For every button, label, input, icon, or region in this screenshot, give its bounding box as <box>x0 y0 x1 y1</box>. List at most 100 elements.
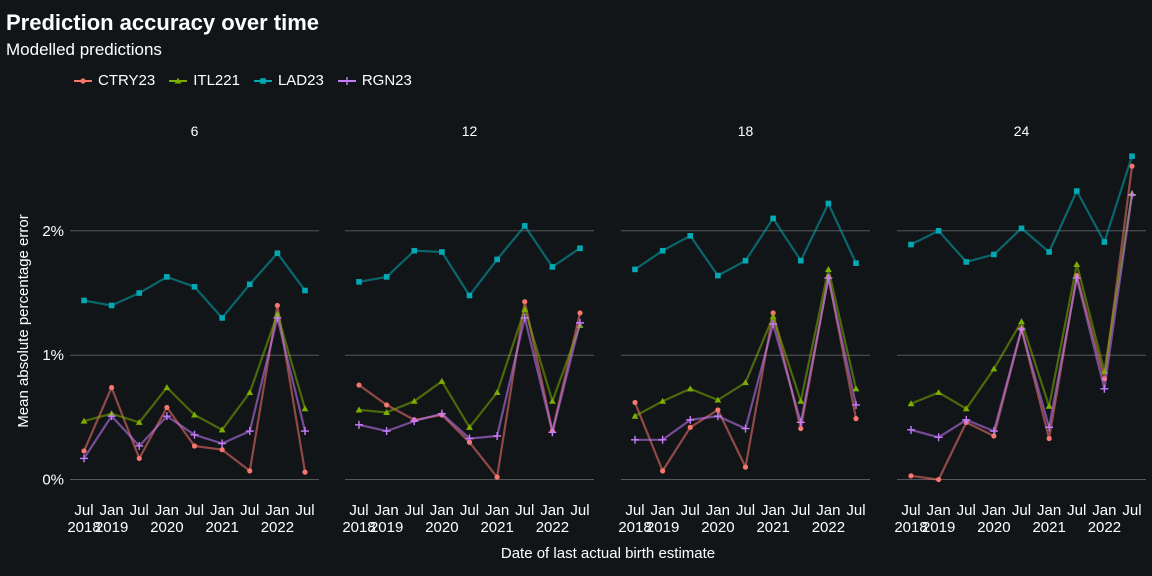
data-point-rgn23 <box>245 427 254 436</box>
data-point-itl221 <box>631 412 639 419</box>
data-point-ctry23 <box>908 473 914 479</box>
data-point-itl221 <box>493 389 501 396</box>
data-point-lad23 <box>797 257 804 264</box>
x-tick-label: Jul <box>570 502 589 519</box>
data-point-ctry23 <box>991 433 997 439</box>
data-point-itl221 <box>273 310 281 317</box>
data-point-rgn23 <box>80 454 88 463</box>
data-point-rgn23 <box>465 434 474 443</box>
data-point-rgn23 <box>686 415 695 424</box>
data-point-lad23 <box>439 249 445 255</box>
data-point-lad23 <box>853 260 859 266</box>
x-tick-label: Jul <box>681 502 700 519</box>
data-point-rgn23 <box>520 313 529 322</box>
x-axis-title: Date of last actual birth estimate <box>501 545 715 562</box>
data-point-rgn23 <box>713 412 722 421</box>
x-tick-label: Jul <box>240 502 259 519</box>
data-point-itl221 <box>246 389 254 396</box>
data-point-itl221 <box>935 389 943 396</box>
data-point-ctry23 <box>109 384 115 391</box>
data-point-rgn23 <box>437 409 446 418</box>
data-point-rgn23 <box>631 435 639 444</box>
data-point-ctry23 <box>494 474 500 480</box>
x-tick-year-label: 2019 <box>95 519 128 536</box>
x-tick-year-label: 2021 <box>756 519 789 536</box>
data-point-ctry23 <box>798 425 804 432</box>
data-point-rgn23 <box>576 318 584 327</box>
x-tick-label: Jul <box>130 502 149 519</box>
data-point-lad23 <box>935 228 942 234</box>
x-tick-year-label: 2018 <box>67 519 100 536</box>
x-tick-label: Jan <box>982 502 1006 519</box>
data-point-lad23 <box>411 247 418 254</box>
data-point-ctry23 <box>577 310 583 316</box>
x-tick-label: Jan <box>485 502 509 519</box>
y-tick-label: 2% <box>42 223 64 240</box>
x-tick-label: Jan <box>651 502 675 519</box>
data-point-ctry23 <box>356 382 362 388</box>
data-point-lad23 <box>356 279 362 285</box>
x-tick-label: Jan <box>210 502 234 519</box>
x-tick-label: Jul <box>846 502 865 519</box>
chart-subtitle: Modelled predictions <box>6 40 162 59</box>
facet-label: 6 <box>191 123 199 139</box>
data-point-lad23 <box>246 281 253 288</box>
data-point-lad23 <box>1073 188 1080 194</box>
data-point-itl221 <box>410 397 418 404</box>
x-tick-year-label: 2021 <box>205 519 238 536</box>
data-point-itl221 <box>548 397 556 404</box>
data-point-itl221 <box>383 409 391 415</box>
legend-item-lad23: LAD23 <box>252 72 324 89</box>
x-tick-year-label: 2018 <box>618 519 651 536</box>
series-line-itl221 <box>634 268 858 418</box>
data-point-rgn23 <box>548 428 557 437</box>
data-point-lad23 <box>825 200 832 207</box>
legend-key-icon <box>253 77 272 84</box>
x-tick-label: Jan <box>540 502 564 519</box>
x-tick-label: Jan <box>1037 502 1061 519</box>
data-point-lad23 <box>742 257 749 264</box>
x-tick-year-label: 2019 <box>370 519 403 536</box>
legend-marker <box>174 77 182 84</box>
data-point-lad23 <box>521 223 528 229</box>
data-point-lad23 <box>715 272 721 279</box>
x-tick-year-label: 2022 <box>261 519 294 536</box>
data-point-rgn23 <box>824 274 833 283</box>
series-line-lad23 <box>358 224 581 297</box>
x-tick-label: Jan <box>1092 502 1116 519</box>
data-point-rgn23 <box>796 418 805 427</box>
legend-item-ctry23: CTRY23 <box>72 72 155 89</box>
data-point-lad23 <box>383 274 390 280</box>
data-point-ctry23 <box>247 468 253 474</box>
x-tick-label: Jan <box>375 502 399 519</box>
data-point-lad23 <box>1101 239 1108 245</box>
data-point-rgn23 <box>1017 325 1026 334</box>
y-axis-title: Mean absolute percentage error <box>15 214 32 427</box>
data-point-rgn23 <box>907 425 915 434</box>
data-point-ctry23 <box>1046 435 1052 442</box>
data-point-lad23 <box>191 284 198 290</box>
data-point-rgn23 <box>1072 274 1081 283</box>
x-tick-year-label: 2018 <box>342 519 375 536</box>
data-point-rgn23 <box>382 427 391 436</box>
x-tick-label: Jul <box>791 502 810 519</box>
data-point-ctry23 <box>632 399 638 406</box>
data-point-ctry23 <box>164 404 170 411</box>
data-point-lad23 <box>659 247 666 254</box>
series-line-lad23 <box>910 155 1134 263</box>
data-point-ctry23 <box>936 476 942 483</box>
data-point-rgn23 <box>989 427 998 436</box>
data-point-lad23 <box>302 287 308 294</box>
data-point-ctry23 <box>302 469 308 475</box>
legend-item-rgn23: RGN23 <box>336 72 412 89</box>
x-tick-label: Jul <box>957 502 976 519</box>
data-point-ctry23 <box>687 424 693 430</box>
data-point-itl221 <box>135 418 143 425</box>
data-point-lad23 <box>164 274 170 280</box>
data-point-lad23 <box>136 290 143 296</box>
x-tick-label: Jan <box>430 502 454 519</box>
data-point-itl221 <box>1018 318 1025 325</box>
